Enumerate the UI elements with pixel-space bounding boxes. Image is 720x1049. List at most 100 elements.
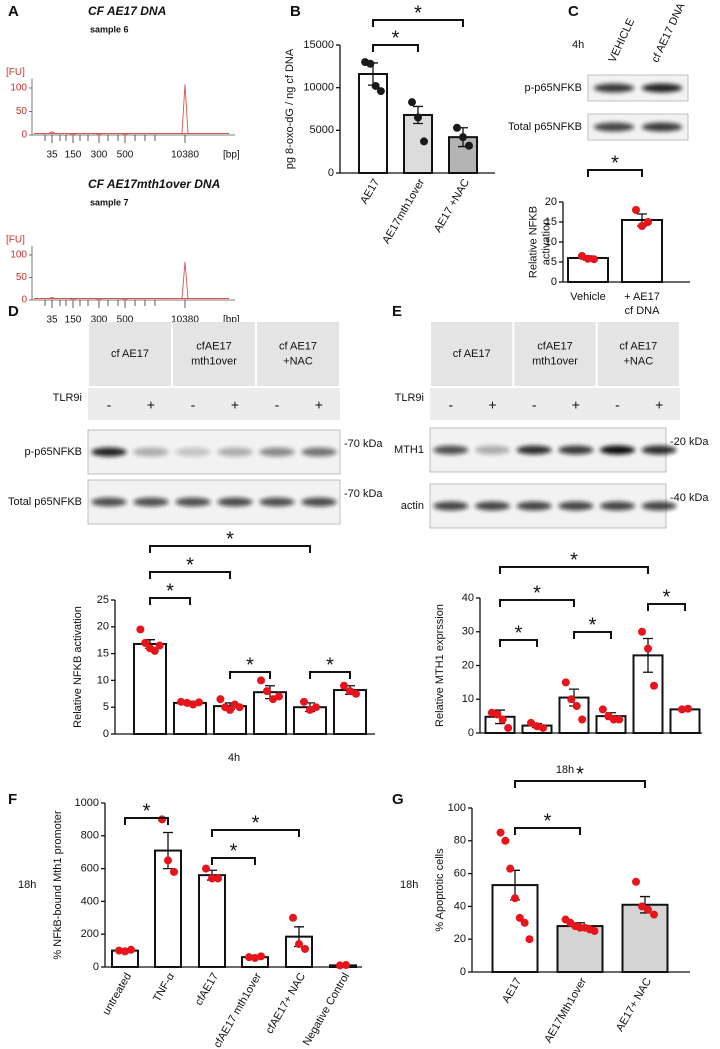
x-tick-label: 300 xyxy=(91,150,108,161)
y-tick-label: 0 xyxy=(21,295,27,306)
treatment-label: TLR9i xyxy=(395,392,424,404)
data-point xyxy=(539,723,547,732)
x-tick-label: AE17+ NAC xyxy=(614,976,654,1034)
y-tick-label: 80 xyxy=(454,835,466,847)
size-label: -40 kDa xyxy=(670,492,709,504)
y-tick-label: 0 xyxy=(93,961,99,973)
significance-bracket xyxy=(309,671,351,679)
bar xyxy=(133,642,167,736)
data-point xyxy=(527,718,535,727)
data-point xyxy=(638,222,646,230)
data-point xyxy=(644,905,652,914)
peak xyxy=(48,296,56,299)
x-tick-label: cfAE17 mth1over xyxy=(212,971,265,1049)
group-label: cf AE17 xyxy=(453,348,491,360)
significance-label: * xyxy=(326,654,334,676)
y-tick-label: 10000 xyxy=(303,82,334,94)
data-point xyxy=(515,913,524,922)
data-point xyxy=(632,877,640,886)
y-tick-label: 0 xyxy=(21,130,27,141)
y-tick-label: 0 xyxy=(460,966,466,978)
y-tick-label: 30 xyxy=(462,626,474,638)
data-point xyxy=(352,689,360,698)
data-point xyxy=(644,644,652,653)
y-tick-label: 40 xyxy=(462,592,474,604)
y-tick-label: 0 xyxy=(468,727,474,739)
y-tick-label: 60 xyxy=(454,868,466,880)
data-point xyxy=(498,715,507,724)
data-point xyxy=(501,836,510,845)
data-point xyxy=(295,940,303,949)
size-label: -70 kDa xyxy=(344,438,383,450)
bar xyxy=(173,701,207,735)
x-tick-label: 150 xyxy=(65,150,82,161)
band xyxy=(558,501,594,511)
band xyxy=(301,497,337,507)
significance-label: * xyxy=(515,622,523,644)
y-tick-label: 100 xyxy=(10,83,27,94)
significance-label: * xyxy=(414,2,422,24)
data-point xyxy=(376,87,385,96)
y-tick-label: 400 xyxy=(81,895,99,907)
data-point xyxy=(289,913,297,922)
group-label: cfAE17 xyxy=(196,340,231,352)
significance-bracket xyxy=(229,671,271,679)
data-point xyxy=(650,910,658,919)
header-cell xyxy=(431,322,513,386)
data-point xyxy=(177,697,185,706)
data-point xyxy=(235,703,244,712)
x-tick-label: untreated xyxy=(100,971,134,1017)
y-tick-label: 40 xyxy=(454,900,466,912)
data-point xyxy=(216,695,225,704)
y-tick-label: 0 xyxy=(103,728,109,740)
chart-title: CF AE17mth1over DNA xyxy=(88,177,220,191)
time-label: 18h xyxy=(18,879,36,891)
data-point xyxy=(420,137,428,146)
data-point xyxy=(465,141,473,150)
data-point xyxy=(578,715,587,724)
y-tick-label: 100 xyxy=(448,802,466,814)
significance-label: * xyxy=(611,152,619,174)
x-tick-label: Vehicle xyxy=(570,291,605,303)
significance-label: * xyxy=(576,763,584,785)
x-tick-label: 500 xyxy=(117,150,134,161)
y-tick-label: 50 xyxy=(16,272,28,283)
band xyxy=(516,501,552,511)
data-point xyxy=(312,703,320,712)
row-label: MTH1 xyxy=(394,444,424,456)
band xyxy=(433,445,469,455)
x-tick-label: AE17Mth1over xyxy=(542,976,589,1045)
data-point xyxy=(590,255,598,264)
data-point xyxy=(257,952,265,961)
sign: + xyxy=(315,397,323,413)
data-point xyxy=(301,944,309,953)
band xyxy=(600,501,635,511)
sign: - xyxy=(615,397,620,413)
sign: - xyxy=(275,397,280,413)
band xyxy=(175,497,211,507)
bar xyxy=(333,689,367,735)
band xyxy=(475,501,510,511)
significance-bracket xyxy=(514,827,581,835)
data-point xyxy=(520,918,529,927)
band xyxy=(593,83,635,93)
header-cell xyxy=(514,322,596,386)
y-tick-label: 10 xyxy=(462,693,474,705)
data-point xyxy=(366,59,375,68)
significance-bracket xyxy=(514,780,646,788)
data-point xyxy=(506,864,515,873)
data-point xyxy=(684,704,692,713)
significance-bracket xyxy=(647,603,686,611)
significance-bracket xyxy=(149,545,311,553)
band xyxy=(259,447,295,457)
data-point xyxy=(245,953,253,962)
significance-label: * xyxy=(544,810,552,832)
y-tick-label: 25 xyxy=(97,594,109,606)
y-axis-label: Relative NFKB activation xyxy=(72,606,84,728)
data-point xyxy=(263,687,271,696)
significance-label: * xyxy=(226,528,234,550)
band xyxy=(641,501,677,511)
header-cell xyxy=(173,322,255,386)
group-label: +NAC xyxy=(283,355,313,367)
